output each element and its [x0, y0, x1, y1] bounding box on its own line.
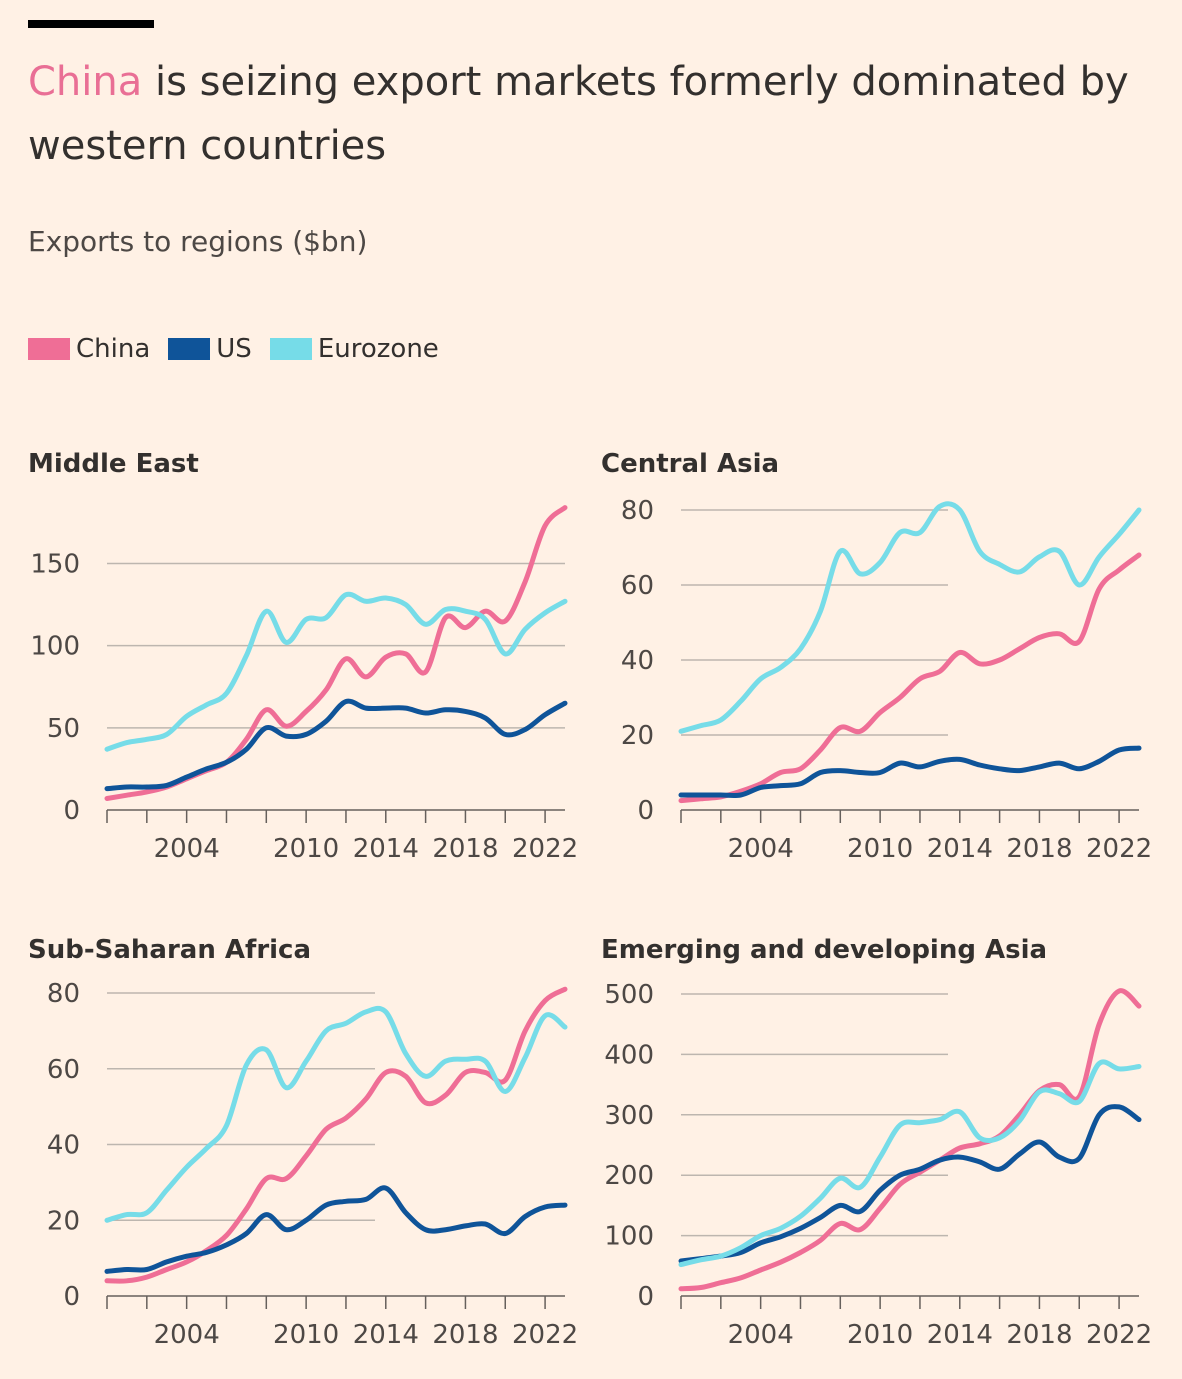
x-tick-label-emerging-and-developing-asia: 2010 [847, 1320, 913, 1350]
legend-item-eurozone: Eurozone [269, 334, 439, 364]
chart-panel-sub-saharan-africa: Sub-Saharan Africa 0 20 40 60 80 2004 2010 2014 2… [28, 935, 578, 1350]
x-tick-label-emerging-and-developing-asia: 2014 [927, 1320, 993, 1350]
header-rule [28, 20, 154, 28]
series-line-us-sub-saharan-africa [104, 1185, 568, 1274]
y-tick-label-emerging-and-developing-asia: 300 [604, 1101, 654, 1131]
legend-item-china: China [28, 334, 150, 364]
series-line-us-middle-east [104, 698, 568, 792]
x-tick-label-middle-east: 2018 [432, 834, 498, 864]
y-tick-label-middle-east: 150 [30, 550, 80, 580]
legend-label-china: China [76, 334, 151, 364]
y-tick-label-sub-saharan-africa: 20 [47, 1206, 80, 1236]
legend-label-us: US [216, 334, 252, 364]
y-tick-label-sub-saharan-africa: 40 [47, 1131, 80, 1161]
legend: China US Eurozone [28, 334, 457, 364]
legend-label-eurozone: Eurozone [317, 334, 439, 364]
headline-text: is seizing export markets formerly domin… [28, 59, 1129, 169]
series-line-us-emerging-and-developing-asia [678, 1104, 1142, 1264]
x-tick-label-sub-saharan-africa: 2018 [432, 1320, 498, 1350]
headline-accent: China [28, 59, 143, 105]
series-line-china-middle-east [104, 505, 568, 801]
x-tick-label-middle-east: 2004 [154, 834, 220, 864]
series-line-china-emerging-and-developing-asia [678, 988, 1142, 1292]
x-tick-label-middle-east: 2014 [353, 834, 419, 864]
x-tick-label-central-asia: 2018 [1006, 834, 1072, 864]
y-tick-label-emerging-and-developing-asia: 200 [604, 1161, 654, 1191]
chart-title-central-asia: Central Asia [601, 449, 779, 479]
x-tick-label-central-asia: 2004 [728, 834, 794, 864]
y-tick-label-central-asia: 80 [621, 496, 654, 526]
x-tick-label-central-asia: 2010 [847, 834, 913, 864]
series-line-china-central-asia [678, 552, 1142, 804]
y-tick-label-central-asia: 60 [621, 571, 654, 601]
series-line-us-central-asia [678, 745, 1142, 799]
x-tick-label-central-asia: 2022 [1086, 834, 1152, 864]
legend-swatch-eurozone [269, 338, 312, 360]
series-line-eurozone-emerging-and-developing-asia [678, 1059, 1142, 1268]
y-tick-label-sub-saharan-africa: 80 [47, 979, 80, 1009]
chart-panel-middle-east: Middle East 0 50 100 150 2004 2010 2014 2018 2022 [28, 449, 578, 864]
chart-title-emerging-and-developing-asia: Emerging and developing Asia [601, 935, 1047, 965]
y-tick-label-sub-saharan-africa: 60 [47, 1055, 80, 1085]
series-line-eurozone-central-asia [678, 501, 1142, 734]
series-line-eurozone-sub-saharan-africa [104, 1005, 568, 1223]
chart-title-sub-saharan-africa: Sub-Saharan Africa [28, 935, 311, 965]
y-tick-label-emerging-and-developing-asia: 0 [637, 1282, 654, 1312]
chart-subtitle: Exports to regions ($bn) [28, 225, 368, 258]
x-tick-label-emerging-and-developing-asia: 2004 [728, 1320, 794, 1350]
x-tick-label-middle-east: 2022 [512, 834, 578, 864]
y-tick-label-middle-east: 0 [63, 796, 80, 826]
x-tick-label-sub-saharan-africa: 2010 [273, 1320, 339, 1350]
x-tick-label-central-asia: 2014 [927, 834, 993, 864]
y-tick-label-central-asia: 0 [637, 796, 654, 826]
x-tick-label-sub-saharan-africa: 2014 [353, 1320, 419, 1350]
y-tick-label-middle-east: 100 [30, 632, 80, 662]
y-tick-label-emerging-and-developing-asia: 400 [604, 1040, 654, 1070]
legend-swatch-china [28, 338, 70, 360]
legend-swatch-us [168, 338, 211, 360]
chart-title-middle-east: Middle East [28, 449, 199, 479]
series-line-china-sub-saharan-africa [104, 986, 568, 1284]
y-tick-label-emerging-and-developing-asia: 500 [604, 980, 654, 1010]
y-tick-label-middle-east: 50 [47, 714, 80, 744]
series-line-eurozone-middle-east [104, 591, 568, 752]
chart-panel-central-asia: Central Asia 0 20 40 60 80 2004 2010 2014 2018 202… [601, 449, 1152, 864]
legend-item-us: US [168, 334, 252, 364]
x-tick-label-emerging-and-developing-asia: 2022 [1086, 1320, 1152, 1350]
headline: China is seizing export markets formerly… [28, 50, 1148, 178]
y-tick-label-central-asia: 40 [621, 646, 654, 676]
x-tick-label-middle-east: 2010 [273, 834, 339, 864]
x-tick-label-emerging-and-developing-asia: 2018 [1006, 1320, 1072, 1350]
chart-panel-emerging-and-developing-asia: Emerging and developing Asia 0 100 200 300 40… [601, 935, 1152, 1350]
x-tick-label-sub-saharan-africa: 2004 [154, 1320, 220, 1350]
y-tick-label-sub-saharan-africa: 0 [63, 1282, 80, 1312]
y-tick-label-central-asia: 20 [621, 721, 654, 751]
y-tick-label-emerging-and-developing-asia: 100 [604, 1222, 654, 1252]
x-tick-label-sub-saharan-africa: 2022 [512, 1320, 578, 1350]
